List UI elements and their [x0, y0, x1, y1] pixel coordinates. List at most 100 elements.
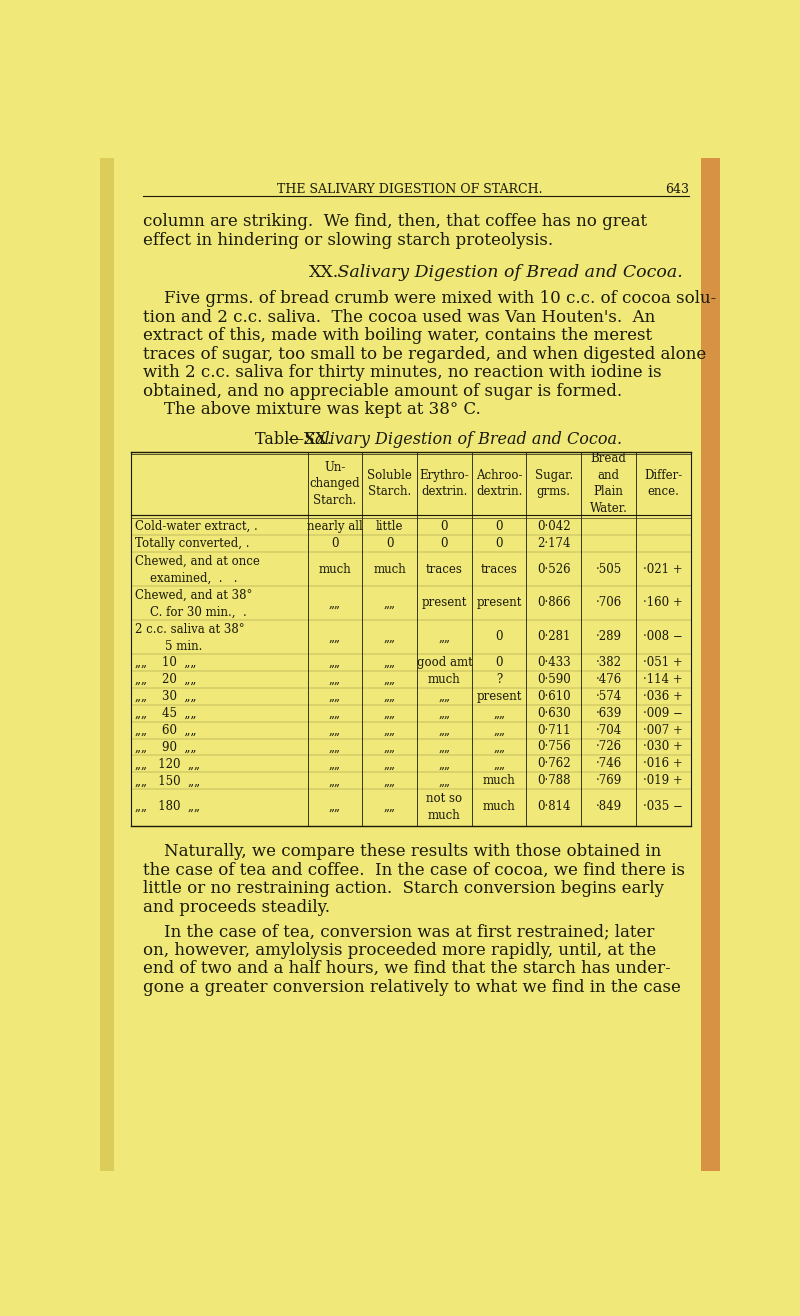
- Text: end of two and a half hours, we find that the starch has under-: end of two and a half hours, we find tha…: [142, 961, 670, 978]
- Text: Sugar.
grms.: Sugar. grms.: [534, 468, 573, 499]
- Text: „„: „„: [384, 630, 396, 644]
- Text: obtained, and no appreciable amount of sugar is formed.: obtained, and no appreciable amount of s…: [142, 383, 622, 400]
- Text: ·505: ·505: [595, 563, 622, 575]
- Text: present: present: [477, 690, 522, 703]
- Text: ·008 −: ·008 −: [643, 630, 683, 644]
- Text: traces: traces: [481, 563, 518, 575]
- Text: 0·788: 0·788: [537, 774, 570, 787]
- Text: ?: ?: [496, 672, 502, 686]
- Text: 0: 0: [495, 537, 503, 550]
- Text: gone a greater conversion relatively to what we find in the case: gone a greater conversion relatively to …: [142, 979, 681, 996]
- Text: 0: 0: [331, 537, 338, 550]
- Text: column are striking.  We find, then, that coffee has no great: column are striking. We find, then, that…: [142, 213, 646, 230]
- Text: ·016 +: ·016 +: [643, 758, 683, 770]
- Text: 0: 0: [441, 537, 448, 550]
- Text: 0·814: 0·814: [537, 800, 570, 813]
- Text: ·007 +: ·007 +: [643, 724, 683, 737]
- Text: Un-
changed
Starch.: Un- changed Starch.: [310, 461, 360, 507]
- Text: „„: „„: [384, 774, 396, 787]
- Text: on, however, amylolysis proceeded more rapidly, until, at the: on, however, amylolysis proceeded more r…: [142, 942, 656, 959]
- Bar: [100, 158, 114, 1171]
- Text: „„: „„: [384, 655, 396, 669]
- Text: 0: 0: [386, 537, 394, 550]
- Text: ·051 +: ·051 +: [643, 655, 683, 669]
- Text: Salivary Digestion of Bread and Cocoa.: Salivary Digestion of Bread and Cocoa.: [333, 265, 683, 282]
- Text: 0·590: 0·590: [537, 672, 570, 686]
- Text: much: much: [482, 800, 515, 813]
- Text: ·289: ·289: [595, 630, 622, 644]
- Text: „„: „„: [329, 655, 341, 669]
- Text: 0·866: 0·866: [537, 596, 570, 609]
- Text: „„: „„: [329, 596, 341, 609]
- Text: „„   120  „„: „„ 120 „„: [135, 758, 200, 770]
- Text: 0·610: 0·610: [537, 690, 570, 703]
- Text: „„: „„: [384, 724, 396, 737]
- Text: „„    10  „„: „„ 10 „„: [135, 655, 196, 669]
- Text: „„: „„: [384, 690, 396, 703]
- Text: extract of this, made with boiling water, contains the merest: extract of this, made with boiling water…: [142, 328, 652, 345]
- Text: Achroo-
dextrin.: Achroo- dextrin.: [476, 468, 522, 499]
- Text: ·160 +: ·160 +: [643, 596, 683, 609]
- Text: traces of sugar, too small to be regarded, and when digested alone: traces of sugar, too small to be regarde…: [142, 346, 706, 363]
- Text: 0·433: 0·433: [537, 655, 570, 669]
- Text: Five grms. of bread crumb were mixed with 10 c.c. of cocoa solu-: Five grms. of bread crumb were mixed wit…: [142, 291, 716, 308]
- Text: „„    90  „„: „„ 90 „„: [135, 741, 196, 754]
- Text: Naturally, we compare these results with those obtained in: Naturally, we compare these results with…: [142, 844, 661, 861]
- Text: much: much: [428, 808, 461, 821]
- Text: „„: „„: [329, 758, 341, 770]
- Text: „„: „„: [384, 707, 396, 720]
- Text: Table XX.: Table XX.: [255, 430, 332, 447]
- Text: good amt: good amt: [417, 655, 472, 669]
- Text: 0·526: 0·526: [537, 563, 570, 575]
- Text: with 2 c.c. saliva for thirty minutes, no reaction with iodine is: with 2 c.c. saliva for thirty minutes, n…: [142, 365, 662, 382]
- Text: ·704: ·704: [595, 724, 622, 737]
- Text: Chewed, and at 38°: Chewed, and at 38°: [135, 590, 252, 603]
- Text: little: little: [376, 520, 403, 533]
- Text: tion and 2 c.c. saliva.  The cocoa used was Van Houten's.  An: tion and 2 c.c. saliva. The cocoa used w…: [142, 309, 655, 326]
- Text: Soluble
Starch.: Soluble Starch.: [367, 468, 412, 499]
- Text: Bread
and
Plain
Water.: Bread and Plain Water.: [590, 453, 627, 515]
- Text: ·382: ·382: [595, 655, 622, 669]
- Text: 2 c.c. saliva at 38°: 2 c.c. saliva at 38°: [135, 622, 245, 636]
- Text: ·574: ·574: [595, 690, 622, 703]
- Text: 0: 0: [441, 520, 448, 533]
- Text: „„: „„: [438, 707, 450, 720]
- Text: „„: „„: [329, 690, 341, 703]
- Text: present: present: [422, 596, 467, 609]
- Text: Totally converted, .: Totally converted, .: [135, 537, 250, 550]
- Text: ·706: ·706: [595, 596, 622, 609]
- Text: „„: „„: [438, 724, 450, 737]
- Text: XX.: XX.: [310, 265, 339, 282]
- Text: „„: „„: [329, 630, 341, 644]
- Text: effect in hindering or slowing starch proteolysis.: effect in hindering or slowing starch pr…: [142, 232, 553, 249]
- Text: ·769: ·769: [595, 774, 622, 787]
- Text: „„: „„: [384, 758, 396, 770]
- Text: ·746: ·746: [595, 758, 622, 770]
- Text: traces: traces: [426, 563, 463, 575]
- Text: 643: 643: [665, 183, 689, 196]
- Text: C. for 30 min.,  .: C. for 30 min., .: [135, 607, 246, 619]
- Text: ·035 −: ·035 −: [643, 800, 683, 813]
- Text: the case of tea and coffee.  In the case of cocoa, we find there is: the case of tea and coffee. In the case …: [142, 862, 685, 879]
- Text: „„: „„: [493, 758, 505, 770]
- Text: 0·711: 0·711: [537, 724, 570, 737]
- Text: 0·042: 0·042: [537, 520, 570, 533]
- Text: „„    60  „„: „„ 60 „„: [135, 724, 196, 737]
- Text: „„: „„: [329, 774, 341, 787]
- Text: 0·756: 0·756: [537, 741, 570, 754]
- Text: „„: „„: [329, 707, 341, 720]
- Text: „„: „„: [329, 741, 341, 754]
- Text: „„: „„: [438, 690, 450, 703]
- Text: much: much: [482, 774, 515, 787]
- Text: 5 min.: 5 min.: [135, 640, 202, 653]
- Text: 0: 0: [495, 655, 503, 669]
- Text: much: much: [428, 672, 461, 686]
- Text: „„   150  „„: „„ 150 „„: [135, 774, 200, 787]
- Text: ·476: ·476: [595, 672, 622, 686]
- Text: —Salivary Digestion of Bread and Cocoa.: —Salivary Digestion of Bread and Cocoa.: [288, 430, 622, 447]
- Text: 0: 0: [495, 520, 503, 533]
- Text: „„    45  „„: „„ 45 „„: [135, 707, 196, 720]
- Text: Cold-water extract, .: Cold-water extract, .: [135, 520, 258, 533]
- Text: „„: „„: [438, 630, 450, 644]
- Text: ·009 −: ·009 −: [643, 707, 683, 720]
